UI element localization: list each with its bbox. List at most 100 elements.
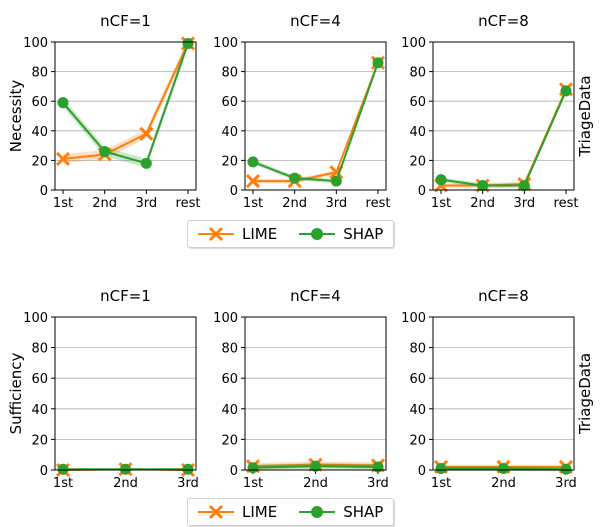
- data-point-shap: [560, 463, 572, 475]
- y-tick-label: 60: [31, 95, 48, 110]
- y-tick-label: 60: [409, 372, 426, 387]
- series-line-lime: [253, 62, 379, 183]
- chart-title: nCF=8: [478, 287, 529, 305]
- x-tick-label: rest: [554, 196, 579, 211]
- axes-frame: [244, 316, 387, 471]
- confidence-band-lime: [441, 87, 566, 188]
- data-point-shap: [57, 97, 69, 109]
- legend-label-shap: SHAP: [343, 503, 384, 521]
- y-tick-label: 40: [221, 403, 238, 418]
- x-tick-label: 1st: [53, 476, 73, 491]
- data-point-shap: [120, 463, 131, 475]
- y-tick-label: 0: [230, 464, 238, 479]
- chart-title: nCF=4: [290, 287, 341, 305]
- data-point-shap: [372, 461, 384, 473]
- y-tick-label: 40: [409, 125, 426, 140]
- data-point-lime: [139, 126, 154, 141]
- data-point-shap: [498, 462, 509, 474]
- x-tick-label: 3rd: [367, 476, 389, 491]
- y-tick-label: 20: [31, 433, 48, 448]
- x-tick-label: 3rd: [555, 476, 577, 491]
- axes-frame: [432, 41, 575, 191]
- chart-title: nCF=4: [290, 12, 341, 30]
- side-label: TriageData: [576, 353, 594, 435]
- y-tick-label: 40: [221, 125, 238, 140]
- x-tick-label: 1st: [431, 196, 451, 211]
- x-tick-label: rest: [176, 196, 201, 211]
- x-tick-label: 1st: [243, 476, 263, 491]
- circle-marker-icon: [299, 506, 336, 518]
- y-tick-label: 0: [230, 184, 238, 199]
- y-tick-label: 80: [409, 66, 426, 81]
- axes-frame: [244, 41, 387, 191]
- data-point-lime: [55, 151, 71, 166]
- legend-item-shap: SHAP: [299, 503, 383, 521]
- x-tick-label: 1st: [53, 196, 73, 211]
- x-tick-label: 3rd: [177, 476, 199, 491]
- series-line-shap: [440, 90, 567, 187]
- y-tick-label: 80: [221, 342, 238, 357]
- side-label: TriageData: [576, 75, 594, 157]
- data-point-shap: [518, 180, 530, 192]
- y-tick-label: 100: [213, 311, 238, 326]
- series-line-shap: [62, 43, 189, 165]
- x-tick-label: 2nd: [113, 476, 138, 491]
- y-axis-label: Necessity: [7, 80, 25, 153]
- y-tick-label: 40: [409, 403, 426, 418]
- y-tick-label: 80: [221, 66, 238, 81]
- x-tick-label: 3rd: [136, 196, 158, 211]
- x-tick-label: 1st: [243, 196, 263, 211]
- series-line-shap: [252, 62, 379, 183]
- y-axis-label: Sufficiency: [7, 352, 25, 434]
- y-tick-label: 60: [221, 372, 238, 387]
- chart-title: nCF=1: [100, 287, 151, 305]
- x-tick-label: 3rd: [326, 196, 348, 211]
- data-point-shap: [289, 172, 301, 184]
- data-point-shap: [477, 180, 489, 192]
- data-point-lime: [245, 174, 261, 189]
- data-point-shap: [310, 460, 321, 472]
- y-tick-label: 20: [221, 433, 238, 448]
- y-tick-label: 80: [409, 342, 426, 357]
- y-tick-label: 100: [401, 36, 426, 51]
- y-tick-label: 20: [409, 154, 426, 169]
- y-tick-label: 0: [418, 184, 426, 199]
- legend-item-lime: LIME: [198, 503, 277, 521]
- legend-label-lime: LIME: [242, 225, 278, 243]
- axes-frame: [54, 41, 197, 191]
- y-tick-label: 20: [409, 433, 426, 448]
- confidence-band-shap: [253, 60, 378, 184]
- chart-panel: 0 20 40 60 80 100 1st 2nd 3rd rest nCF=8 TriageData: [401, 12, 594, 211]
- x-tick-label: rest: [366, 196, 391, 211]
- y-tick-label: 0: [40, 464, 48, 479]
- axes-frame: [54, 316, 197, 471]
- x-tick-label: 3rd: [514, 196, 536, 211]
- y-tick-label: 60: [409, 95, 426, 110]
- confidence-band-lime: [253, 60, 378, 184]
- y-tick-label: 40: [31, 403, 48, 418]
- x-marker-icon: [198, 504, 234, 520]
- y-tick-label: 100: [401, 311, 426, 326]
- legend-item-shap: SHAP: [299, 225, 383, 243]
- data-point-shap: [182, 463, 194, 475]
- confidence-band-lime: [63, 39, 188, 164]
- y-tick-label: 100: [213, 36, 238, 51]
- y-tick-label: 0: [418, 464, 426, 479]
- y-tick-label: 100: [23, 36, 48, 51]
- x-tick-label: 2nd: [470, 196, 495, 211]
- y-tick-label: 60: [31, 372, 48, 387]
- data-point-shap: [435, 174, 447, 186]
- confidence-band-shap: [441, 88, 566, 188]
- y-tick-label: 40: [31, 125, 48, 140]
- y-tick-label: 20: [31, 154, 48, 169]
- legend-label-lime: LIME: [242, 503, 278, 521]
- axes-frame: [432, 316, 575, 471]
- legend-item-lime: LIME: [198, 225, 277, 243]
- data-point-shap: [330, 175, 342, 187]
- y-tick-label: 80: [31, 342, 48, 357]
- x-tick-label: 2nd: [491, 476, 516, 491]
- y-tick-label: 60: [221, 95, 238, 110]
- chart-title: nCF=8: [478, 12, 529, 30]
- data-point-shap: [140, 157, 152, 169]
- x-tick-label: 2nd: [303, 476, 328, 491]
